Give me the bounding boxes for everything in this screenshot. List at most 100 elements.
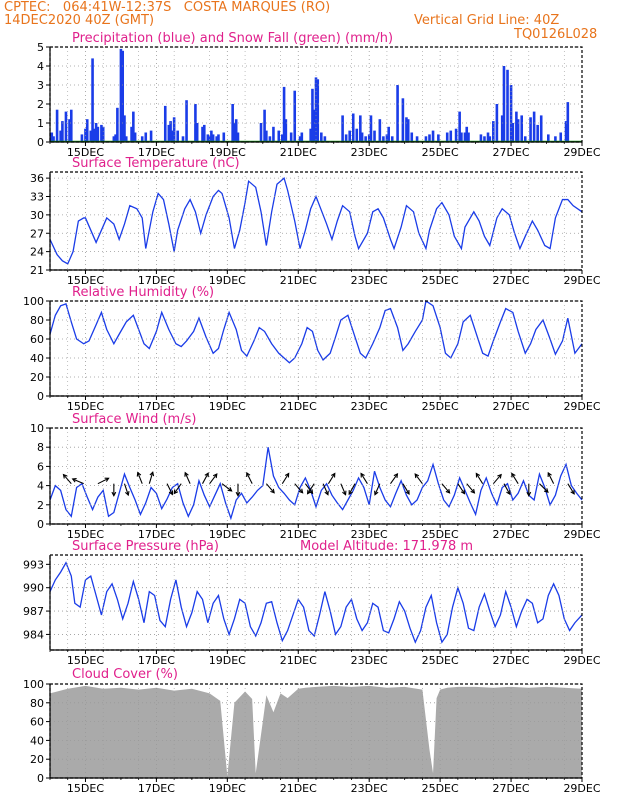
header-model-id: TQ0126L028 [514,27,598,42]
precip-bar [52,136,55,142]
cloud-panel [46,683,583,782]
wind-arrow-shaft [265,483,275,494]
precip-bar [454,128,458,142]
temp-xtick-label: 21DEC [280,274,317,287]
wind-arrow-head [184,471,189,477]
rh-title: Relative Humidity (%) [72,285,214,300]
rh-ytick-label: 100 [23,295,44,308]
precip-bar [300,132,304,142]
precip-bar [367,134,371,142]
precip-bar [320,132,323,142]
precip-bar [559,132,563,142]
wind-arrow-shaft [466,483,475,494]
rh-ytick-label: 20 [30,371,44,384]
precip-bar [314,77,318,142]
wind-arrow-head [124,491,130,497]
precip-bar [89,130,93,142]
precip-bar [311,88,314,142]
precip-bar [410,132,414,142]
precip-bar [396,85,399,142]
precip-bar [172,117,176,142]
precip-bar [222,132,226,142]
precip-bar [465,126,469,142]
precip-bar [112,136,116,142]
wind-arrow-head [246,471,251,477]
rh-ytick-label: 60 [30,333,44,346]
precip-bar [547,134,550,142]
rh-ytick-label: 80 [30,314,44,327]
precip-bar [121,50,125,142]
precip-bar [133,132,137,142]
temp-title: Surface Temperature (nC) [72,156,240,171]
wind-arrow [475,472,484,484]
precip-ytick-label: 0 [37,136,44,149]
precip-bar [449,130,453,142]
wind-arrow-head [227,487,233,492]
precip-bar [369,115,373,142]
wind-arrow [567,483,575,495]
wind-ytick-label: 4 [37,480,44,493]
wind-arrow-head [173,489,179,495]
wind-arrow-head [104,477,110,482]
wind-arrow-shaft [327,473,336,484]
wind-arrow-head [331,472,336,478]
cloud-area [50,685,582,778]
wind-arrow-head [374,490,379,496]
temp-ytick-label: 27 [30,227,44,240]
precip-bar [298,136,302,142]
cloud-ytick-label: 40 [30,734,44,747]
precip-bar [566,102,570,142]
precip-bar [312,109,316,142]
precip-bar [486,132,490,142]
wind-arrow-head [235,491,241,497]
cloud-xtick-label: 29DEC [563,782,600,795]
cloud-ytick-label: 0 [37,772,44,785]
wind-arrow-head [445,488,451,494]
wind-arrow-head [306,489,312,495]
pressure-title: Surface Pressure (hPa) [72,539,219,554]
wind-arrow-head [543,488,549,493]
wind-arrow-head [570,489,575,495]
precip-bar [488,136,492,142]
wind-arrow-head [111,491,117,497]
precip-bar [348,130,351,142]
wind-arrow-shaft [340,483,347,495]
wind-title: Surface Wind (m/s) [72,412,196,427]
temp-ytick-label: 33 [30,191,44,204]
precip-bar [101,126,105,142]
wind-arrow-shaft [547,472,555,484]
precip-bar [428,134,431,142]
wind-ytick-label: 8 [37,441,44,454]
wind-arrow [492,473,502,485]
wind-ytick-label: 6 [37,460,44,473]
wind-arrow-shaft [221,483,232,492]
wind-arrow-shaft [503,483,511,495]
wind-arrow-shaft [360,473,368,484]
precip-bar [149,130,153,142]
wind-arrow [209,473,218,485]
wind-arrow [322,483,329,496]
precip-bar [100,124,103,142]
wind-ytick-label: 2 [37,499,44,512]
temp-ytick-label: 30 [30,209,44,222]
wind-arrow-shaft [202,472,209,484]
precip-bar [201,126,204,142]
precip-bar [364,136,367,142]
precip-bar [495,104,499,142]
precip-bar [385,134,389,142]
wind-arrow-head [360,472,365,478]
wind-arrow [360,472,368,484]
wind-arrow-head [284,472,290,478]
wind-arrow-shaft [184,472,191,484]
pressure-xtick-label: 17DEC [138,654,175,667]
wind-arrow [539,483,549,493]
temp-line [49,176,583,265]
precip-bar [233,123,236,142]
precip-ytick-label: 3 [37,79,44,92]
wind-arrow-shaft [441,483,451,494]
precip-bar [169,121,172,142]
wind-arrow-shaft [137,472,143,484]
header-init-time: 14DEC2020 40Z (GMT) [4,13,155,28]
rh-xtick-label: 21DEC [280,400,317,413]
precip-bar [114,134,117,142]
